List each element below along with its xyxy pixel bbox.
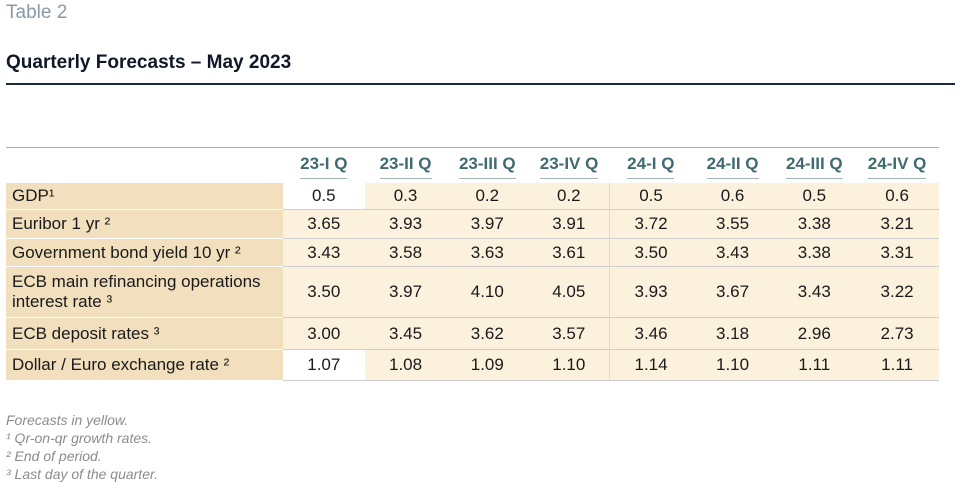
- value-cell: 3.65: [282, 209, 365, 239]
- value-cell: 3.93: [364, 209, 447, 239]
- value-cell: 2.73: [855, 317, 939, 350]
- row-label: Euribor 1 yr ²: [6, 209, 283, 239]
- value-cell: 3.45: [364, 317, 447, 350]
- column-header-label: 24-I Q: [627, 154, 675, 179]
- footnote-1: ¹ Qr-on-qr growth rates.: [6, 430, 153, 446]
- value-cell: 3.43: [282, 238, 365, 267]
- value-cell: 3.61: [528, 238, 610, 267]
- value-cell: 3.67: [691, 266, 774, 318]
- value-cell: 3.18: [691, 317, 774, 350]
- value-cell: 3.58: [364, 238, 447, 267]
- row-label: GDP¹: [6, 182, 283, 210]
- value-cell: 3.00: [282, 317, 365, 350]
- value-cell: 1.14: [609, 349, 692, 381]
- value-cell: 1.10: [691, 349, 774, 381]
- title-divider: [6, 83, 955, 85]
- value-cell: 3.31: [855, 238, 939, 267]
- column-header: 23-III Q: [446, 150, 529, 183]
- value-cell: 4.10: [446, 266, 529, 318]
- value-cell: 3.63: [446, 238, 529, 267]
- column-header: 23-IV Q: [528, 150, 610, 183]
- value-cell: 3.21: [855, 209, 939, 239]
- value-cell: 3.46: [609, 317, 692, 350]
- header-row: 23-I Q 23-II Q 23-III Q 23-IV Q 24-I Q 2…: [6, 150, 939, 183]
- footnote-2: ² End of period.: [6, 448, 102, 464]
- table-number-label: Table 2: [6, 2, 68, 23]
- column-header: 23-II Q: [364, 150, 447, 183]
- column-header-label: 23-IV Q: [539, 154, 599, 179]
- value-cell: 0.6: [855, 182, 939, 210]
- table-row: GDP¹ 0.5 0.3 0.2 0.2 0.5 0.6 0.5 0.6: [6, 182, 939, 210]
- value-cell: 4.05: [528, 266, 610, 318]
- value-cell: 3.43: [773, 266, 856, 318]
- column-header-label: 23-II Q: [379, 154, 432, 179]
- column-header: 24-I Q: [609, 150, 692, 183]
- table-row: Dollar / Euro exchange rate ² 1.07 1.08 …: [6, 349, 939, 381]
- value-cell: 3.91: [528, 209, 610, 239]
- value-cell: 3.38: [773, 238, 856, 267]
- value-cell: 3.57: [528, 317, 610, 350]
- column-header-label: 23-III Q: [458, 154, 516, 179]
- value-cell: 0.5: [773, 182, 856, 210]
- page-title: Quarterly Forecasts – May 2023: [6, 52, 292, 73]
- value-cell: 3.62: [446, 317, 529, 350]
- table-row: ECB deposit rates ³ 3.00 3.45 3.62 3.57 …: [6, 317, 939, 350]
- value-cell: 0.5: [609, 182, 692, 210]
- value-cell: 3.93: [609, 266, 692, 318]
- value-cell: 1.11: [773, 349, 856, 381]
- value-cell: 3.97: [446, 209, 529, 239]
- value-cell: 1.09: [446, 349, 529, 381]
- value-cell: 3.72: [609, 209, 692, 239]
- table-row: Euribor 1 yr ² 3.65 3.93 3.97 3.91 3.72 …: [6, 209, 939, 239]
- table-row: ECB main refinancing operations interest…: [6, 266, 939, 318]
- column-header-label: 24-II Q: [706, 154, 759, 179]
- column-header-label: 24-III Q: [785, 154, 843, 179]
- footnote-forecasts: Forecasts in yellow.: [6, 412, 129, 428]
- value-cell: 3.38: [773, 209, 856, 239]
- footnote-3: ³ Last day of the quarter.: [6, 466, 159, 482]
- value-cell: 0.6: [691, 182, 774, 210]
- row-label: Government bond yield 10 yr ²: [6, 238, 283, 267]
- row-label: ECB deposit rates ³: [6, 317, 283, 350]
- column-header: 24-III Q: [773, 150, 856, 183]
- value-cell: 1.08: [364, 349, 447, 381]
- header-corner-cell: [6, 150, 283, 183]
- value-cell: 1.07: [282, 349, 365, 381]
- forecast-table: 23-I Q 23-II Q 23-III Q 23-IV Q 24-I Q 2…: [6, 150, 939, 381]
- column-header-label: 23-I Q: [300, 154, 348, 179]
- column-header-label: 24-IV Q: [867, 154, 927, 179]
- column-header: 24-IV Q: [855, 150, 939, 183]
- value-cell: 2.96: [773, 317, 856, 350]
- value-cell: 3.22: [855, 266, 939, 318]
- value-cell: 3.43: [691, 238, 774, 267]
- value-cell: 0.2: [446, 182, 529, 210]
- table-row: Government bond yield 10 yr ² 3.43 3.58 …: [6, 238, 939, 267]
- value-cell: 1.10: [528, 349, 610, 381]
- value-cell: 0.5: [282, 182, 365, 210]
- value-cell: 0.3: [364, 182, 447, 210]
- value-cell: 3.55: [691, 209, 774, 239]
- table-top-divider: [6, 147, 939, 148]
- value-cell: 3.50: [282, 266, 365, 318]
- value-cell: 3.50: [609, 238, 692, 267]
- value-cell: 3.97: [364, 266, 447, 318]
- column-header: 24-II Q: [691, 150, 774, 183]
- row-label: ECB main refinancing operations interest…: [6, 266, 283, 318]
- column-header: 23-I Q: [282, 150, 365, 183]
- value-cell: 1.11: [855, 349, 939, 381]
- row-label: Dollar / Euro exchange rate ²: [6, 349, 283, 381]
- value-cell: 0.2: [528, 182, 610, 210]
- footnotes: Forecasts in yellow. ¹ Qr-on-qr growth r…: [6, 411, 158, 483]
